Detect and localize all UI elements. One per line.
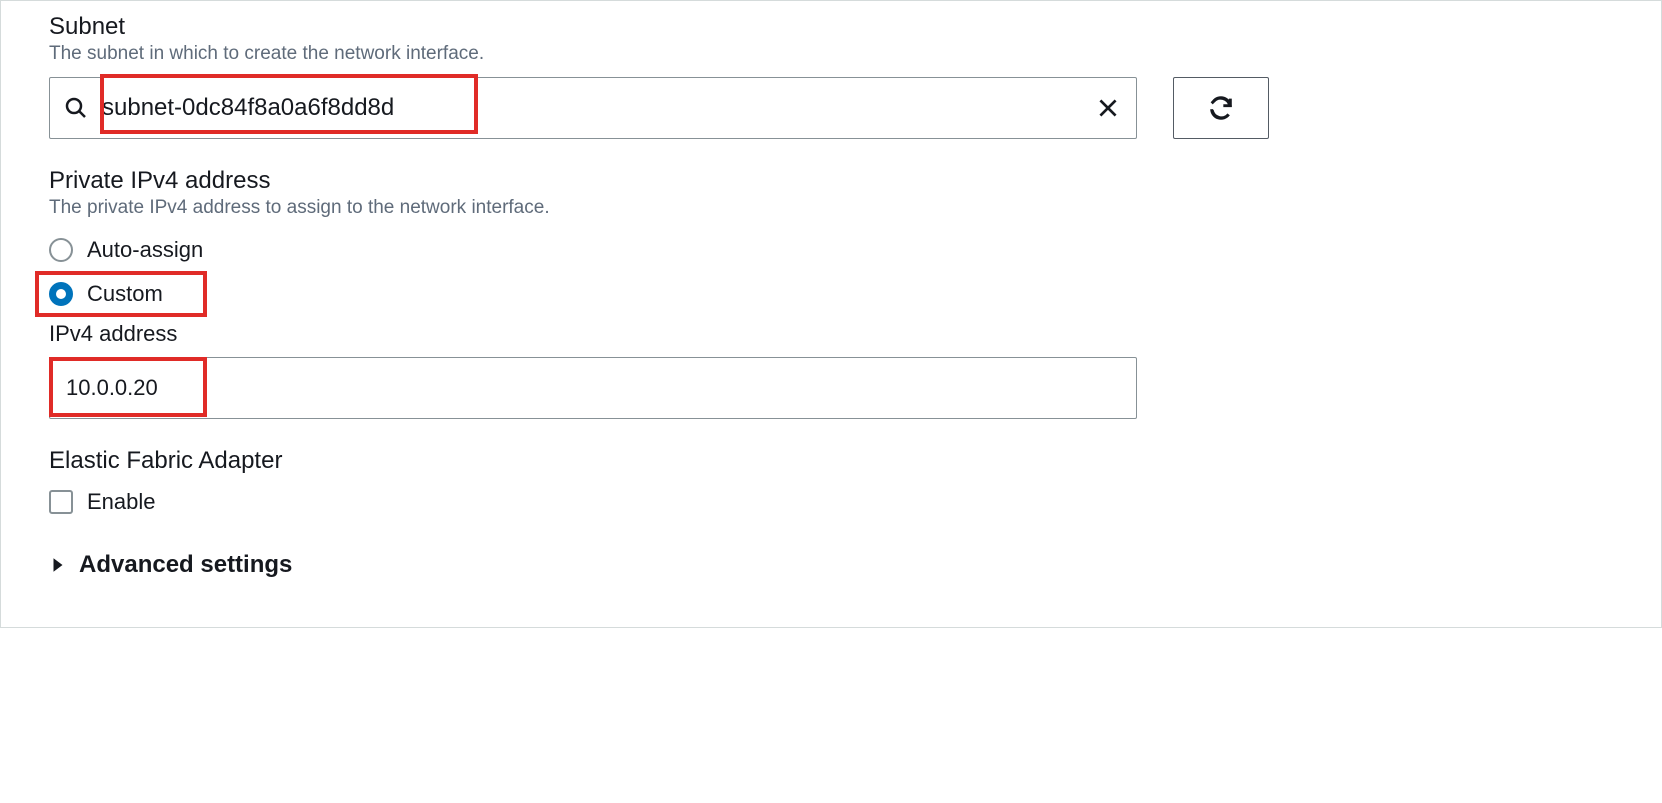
efa-field-group: Elastic Fabric Adapter Enable xyxy=(49,447,1613,515)
subnet-input-row xyxy=(49,77,1613,139)
ipv4-address-input[interactable] xyxy=(49,357,1137,419)
ipv4-radio-group: Auto-assign Custom xyxy=(49,233,1613,311)
radio-icon xyxy=(49,238,73,262)
efa-checkbox-label: Enable xyxy=(87,489,156,515)
refresh-button[interactable] xyxy=(1173,77,1269,139)
clear-icon[interactable] xyxy=(1080,95,1136,121)
radio-custom-label: Custom xyxy=(87,281,163,307)
private-ipv4-desc: The private IPv4 address to assign to th… xyxy=(49,197,1613,219)
subnet-search-input[interactable] xyxy=(102,94,1080,122)
search-icon xyxy=(50,96,102,120)
ipv4-input-wrap xyxy=(49,357,1613,419)
subnet-search-box[interactable] xyxy=(49,77,1137,139)
private-ipv4-label: Private IPv4 address xyxy=(49,167,1613,195)
ipv4-address-label: IPv4 address xyxy=(49,321,1613,347)
advanced-settings-label: Advanced settings xyxy=(79,551,292,579)
subnet-desc: The subnet in which to create the networ… xyxy=(49,43,1613,65)
advanced-settings-toggle[interactable]: Advanced settings xyxy=(49,551,1613,579)
radio-auto-assign[interactable]: Auto-assign xyxy=(49,233,1613,267)
form-panel: Subnet The subnet in which to create the… xyxy=(0,0,1662,628)
efa-enable-checkbox[interactable]: Enable xyxy=(49,489,1613,515)
radio-auto-label: Auto-assign xyxy=(87,237,203,263)
caret-right-icon xyxy=(49,556,67,574)
radio-icon xyxy=(49,282,73,306)
radio-custom[interactable]: Custom xyxy=(49,277,1613,311)
private-ipv4-field-group: Private IPv4 address The private IPv4 ad… xyxy=(49,167,1613,419)
checkbox-icon xyxy=(49,490,73,514)
subnet-label: Subnet xyxy=(49,13,1613,41)
subnet-field-group: Subnet The subnet in which to create the… xyxy=(49,13,1613,139)
efa-label: Elastic Fabric Adapter xyxy=(49,447,1613,475)
